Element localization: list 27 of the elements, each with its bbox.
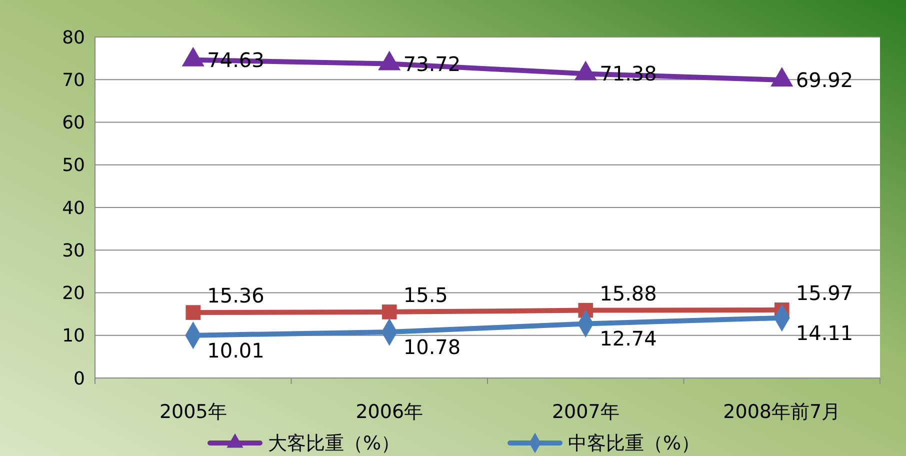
- data-label: 15.5: [403, 282, 448, 307]
- data-label: 10.78: [403, 335, 461, 360]
- y-tick-label: 60: [62, 112, 85, 134]
- y-tick-label: 30: [62, 240, 85, 262]
- data-label: 15.88: [600, 281, 657, 306]
- y-tick-label: 70: [62, 70, 85, 91]
- y-tick-label: 50: [62, 155, 85, 176]
- data-label: 15.97: [796, 280, 854, 305]
- y-tick-label: 0: [74, 368, 85, 390]
- data-label: 14.11: [796, 320, 854, 345]
- y-tick-label: 10: [62, 326, 85, 347]
- data-label: 74.63: [207, 48, 264, 72]
- data-label: 10.01: [207, 338, 264, 362]
- y-tick-label: 40: [62, 198, 85, 219]
- legend-label: 中客比重（%）: [568, 432, 700, 455]
- data-label: 69.92: [796, 68, 854, 92]
- x-tick-label: 2005年: [159, 401, 227, 423]
- x-tick-label: 2007年: [552, 401, 620, 423]
- data-label: 71.38: [600, 62, 657, 86]
- x-tick-label: 2008年前7月: [723, 401, 841, 423]
- x-tick-label: 2006年: [356, 401, 424, 423]
- data-label: 12.74: [600, 326, 657, 351]
- legend-label: 大客比重（%）: [268, 432, 400, 455]
- y-tick-label: 80: [62, 27, 85, 48]
- data-label: 73.72: [403, 52, 461, 76]
- y-tick-label: 20: [62, 283, 85, 304]
- data-label: 15.36: [207, 284, 264, 308]
